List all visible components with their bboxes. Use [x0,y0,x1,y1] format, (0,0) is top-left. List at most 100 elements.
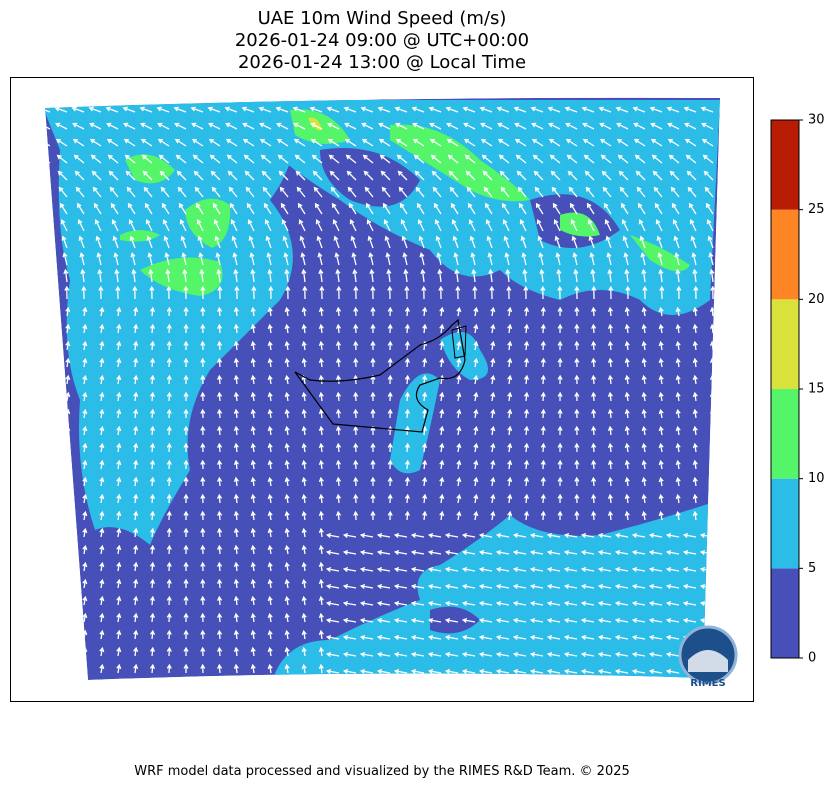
wind-arrow [484,202,493,215]
wind-arrow [116,544,122,555]
wind-arrow [351,252,357,266]
wind-arrow [217,459,223,470]
wind-arrow [166,629,172,640]
wind-arrow [233,595,239,606]
wind-arrow [217,476,223,487]
speed-area [430,606,480,634]
wind-arrow [359,634,374,640]
wind-arrow [682,600,697,606]
colorbar-tick-label: 0 [808,651,816,666]
wind-arrow [89,122,102,130]
wind-arrow [301,527,307,538]
wind-arrow [686,170,697,181]
wind-arrow [258,106,272,113]
wind-arrow [149,663,156,674]
wind-arrow [149,527,156,538]
wind-arrow [183,510,189,521]
wind-arrow [174,122,187,130]
wind-arrow [370,476,376,487]
wind-arrow [149,510,156,521]
wind-arrow [301,612,307,623]
wind-arrow [143,186,153,198]
wind-arrow [574,459,580,470]
wind-arrow [472,285,478,300]
wind-arrow [250,561,256,572]
wind-arrow [200,510,206,521]
wind-arrow [301,340,307,351]
wind-arrow [588,235,595,249]
wind-arrow [293,138,306,147]
wind-arrow [668,154,680,164]
wind-arrow [624,442,630,453]
wind-arrow [439,493,445,504]
wind-arrow [233,578,239,589]
wind-arrow [387,323,393,334]
wind-arrow [607,340,613,351]
wind-arrow [99,527,105,538]
wind-arrow [591,285,597,300]
wind-arrow [607,306,613,317]
wind-arrow [317,252,323,266]
wind-arrow [318,561,324,572]
wind-arrow [284,391,290,402]
wind-arrow [163,235,170,249]
wind-arrow [233,561,239,572]
wind-arrow [624,340,630,351]
wind-arrow [584,170,595,181]
wind-arrow [293,122,306,130]
oman-border [451,325,467,359]
wind-arrow [369,268,375,283]
wind-arrow [133,408,139,419]
wind-arrow [166,663,172,674]
wind-arrow [431,170,442,181]
wind-arrow [347,186,357,198]
wind-arrow [116,527,122,538]
wind-arrow [591,306,597,317]
wind-arrow [178,202,187,215]
wind-arrow [327,138,340,147]
wind-arrow [370,459,376,470]
wind-arrow [370,357,376,368]
wind-arrow [523,442,530,453]
wind-arrow [295,170,306,181]
wind-arrow [671,202,680,215]
wind-arrow [703,170,714,181]
wind-arrow [193,170,204,181]
wind-arrow [116,425,122,436]
wind-arrow [651,154,663,164]
footer: WRF model data processed and visualized … [134,764,630,779]
wind-arrow [328,154,340,164]
wind-arrow [267,425,273,436]
wind-arrow [638,219,646,232]
wind-arrow [309,106,323,113]
wind-arrow [124,154,136,164]
wind-arrow [166,527,172,538]
wind-arrow [99,510,105,521]
wind-arrow [200,391,206,402]
wind-arrow [574,357,580,368]
wind-arrow [300,252,306,266]
wind-arrow [632,106,646,113]
wind-arrow [217,527,223,538]
wind-arrow [540,408,546,419]
wind-arrow [149,578,156,589]
wind-arrow [318,391,324,402]
wind-arrow [296,186,306,198]
wind-arrow [490,306,496,317]
wind-arrow [149,408,156,419]
wind-arrow [331,202,340,215]
wind-arrow [658,459,664,470]
wind-arrow [344,138,357,147]
wind-arrow [631,668,646,674]
wind-arrow [181,252,187,266]
wind-arrow [284,323,290,334]
wind-arrow [183,425,189,436]
wind-arrow [439,510,445,521]
wind-arrow [99,306,105,317]
wind-arrow [523,510,530,521]
wind-arrow [200,527,206,538]
colorbar-segment [771,389,799,479]
wind-arrow [675,374,681,385]
wind-arrow [641,391,647,402]
wind-arrow [251,285,257,300]
